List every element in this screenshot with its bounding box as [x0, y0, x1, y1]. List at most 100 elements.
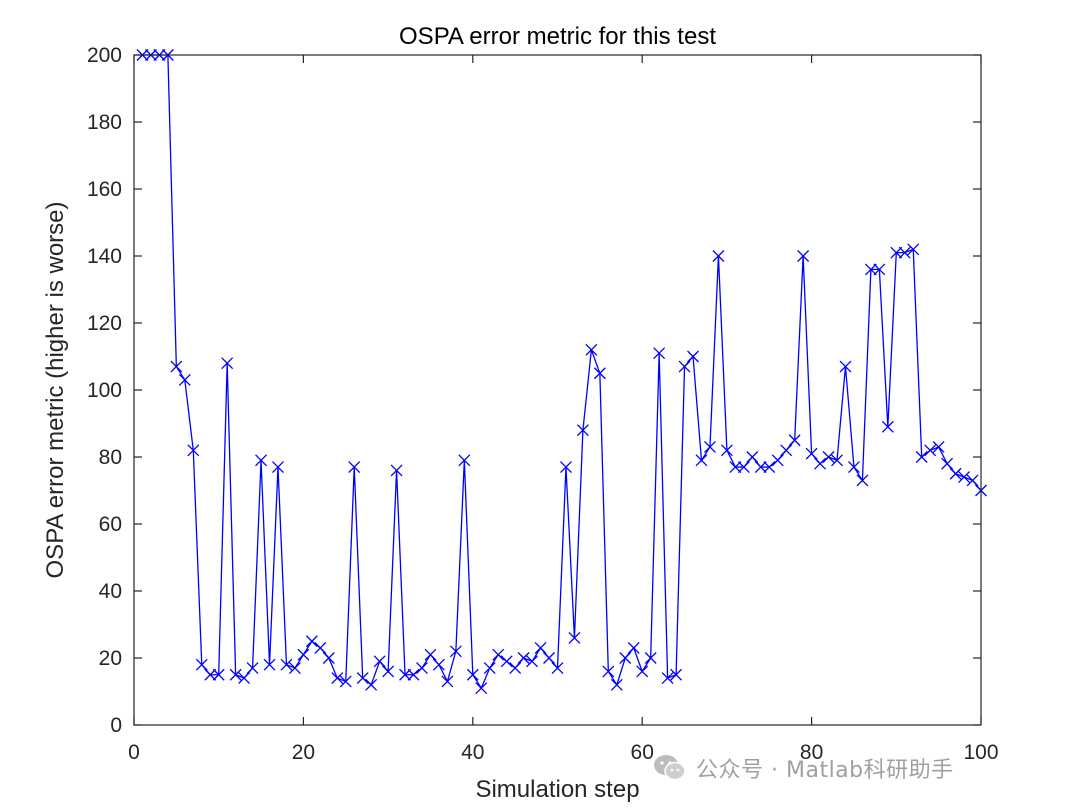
y-tick-label: 120 — [87, 312, 122, 335]
data-point-marker — [314, 641, 327, 654]
data-point-marker — [449, 645, 462, 658]
y-axis-label: OSPA error metric (higher is worse) — [42, 202, 69, 579]
data-point-marker — [441, 675, 454, 688]
data-point-marker — [373, 655, 386, 668]
data-point-marker — [458, 454, 471, 467]
data-point-marker — [593, 367, 606, 380]
data-point-marker — [966, 474, 979, 487]
data-point-marker — [263, 658, 276, 671]
data-point-marker — [754, 461, 767, 474]
data-point-marker — [873, 263, 886, 276]
data-point-marker — [204, 668, 217, 681]
data-point-marker — [746, 451, 759, 463]
data-point-marker — [288, 662, 301, 675]
data-point-marker — [517, 652, 530, 664]
data-point-marker — [704, 440, 716, 453]
data-point-marker — [500, 655, 513, 668]
data-point-marker — [407, 668, 420, 681]
data-point-marker — [331, 672, 344, 685]
plot-area — [134, 55, 981, 725]
x-tick-label: 100 — [963, 741, 998, 764]
data-point-marker — [729, 461, 742, 474]
y-tick-label: 80 — [99, 446, 122, 469]
data-point-marker — [822, 451, 835, 463]
data-point-marker — [898, 246, 911, 259]
y-tick-label: 180 — [87, 111, 122, 134]
data-point-marker — [509, 662, 522, 675]
y-tick-label: 0 — [110, 714, 122, 737]
series-layer — [136, 49, 987, 695]
data-point-marker — [636, 665, 649, 678]
y-tick-label: 140 — [87, 245, 122, 268]
data-point-marker — [365, 678, 378, 691]
data-point-marker — [432, 658, 445, 671]
data-point-marker — [602, 665, 615, 678]
data-point-marker — [255, 454, 268, 467]
data-point-marker — [280, 658, 293, 671]
data-point-marker — [382, 665, 395, 678]
data-point-marker — [348, 461, 361, 474]
data-point-marker — [568, 631, 581, 644]
data-point-marker — [322, 652, 335, 664]
data-point-marker — [958, 471, 971, 484]
x-tick-label: 20 — [292, 741, 315, 764]
data-point-marker — [797, 250, 810, 262]
data-point-marker — [712, 250, 725, 262]
data-point-marker — [297, 648, 310, 661]
data-point-marker — [212, 668, 225, 681]
data-point-marker — [178, 373, 191, 386]
x-tick-label: 60 — [631, 741, 654, 764]
data-point-marker — [610, 678, 623, 691]
data-point-marker — [932, 440, 945, 453]
data-point-marker — [653, 347, 666, 360]
data-point-marker — [831, 454, 843, 467]
data-point-marker — [763, 461, 776, 474]
data-point-marker — [576, 424, 589, 437]
data-point-marker — [526, 655, 539, 668]
y-tick-label: 160 — [87, 178, 122, 201]
data-point-marker — [644, 652, 657, 664]
data-point-marker — [670, 668, 683, 681]
watermark-text: 公众号 · Matlab科研助手 — [696, 758, 954, 783]
y-tick-label: 200 — [87, 44, 122, 67]
data-point-marker — [229, 668, 242, 681]
x-tick-label: 0 — [128, 741, 140, 764]
y-tick-label: 60 — [99, 513, 122, 536]
data-point-marker — [399, 668, 411, 681]
data-point-marker — [356, 672, 369, 685]
data-point-marker — [170, 360, 183, 373]
chart-title: OSPA error metric for this test — [399, 23, 716, 50]
data-point-marker — [720, 444, 733, 457]
data-point-marker — [780, 444, 793, 457]
data-point-marker — [585, 343, 598, 356]
data-point-marker — [543, 652, 555, 664]
x-tick-label: 40 — [461, 741, 484, 764]
data-point-marker — [390, 464, 403, 477]
data-point-marker — [195, 658, 208, 671]
data-point-marker — [805, 447, 818, 460]
data-point-marker — [847, 461, 860, 474]
data-point-marker — [619, 652, 632, 664]
data-point-marker — [839, 360, 852, 373]
data-point-marker — [949, 467, 962, 480]
data-point-marker — [187, 444, 200, 457]
y-tick-label: 100 — [87, 379, 122, 402]
data-point-marker — [246, 662, 259, 675]
data-point-marker — [339, 675, 352, 688]
data-point-marker — [551, 662, 564, 675]
data-point-marker — [881, 420, 894, 433]
data-point-marker — [890, 246, 903, 259]
data-point-marker — [924, 444, 937, 457]
axes-layer: 0 20 40 60 80 100 0 20 40 60 80 100 120 140 160 180 200 — [87, 44, 999, 764]
data-point-marker — [475, 682, 488, 695]
data-point-marker — [856, 474, 869, 487]
data-point-marker — [416, 662, 428, 675]
data-point-marker — [483, 662, 496, 675]
data-point-marker — [238, 672, 251, 685]
data-point-marker — [424, 648, 437, 661]
watermark: 公众号 · Matlab科研助手 — [652, 752, 954, 784]
data-point-marker — [466, 668, 479, 681]
data-point-marker — [907, 243, 920, 256]
data-point-marker — [305, 635, 318, 648]
